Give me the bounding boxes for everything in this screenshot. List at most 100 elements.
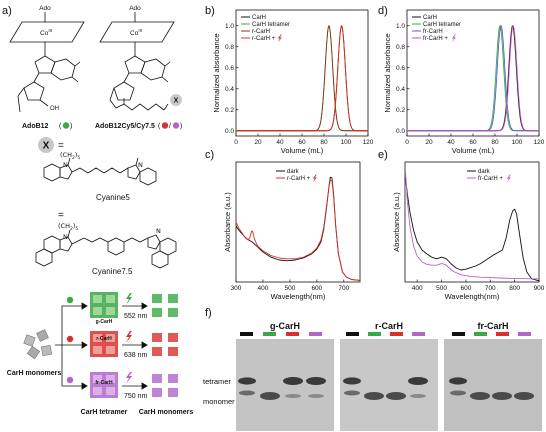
y-tick-label: 0.2 [225,107,234,114]
carh-monomers-out-label: CarH monomers [139,409,194,416]
x-tick-label: 400 [412,285,423,292]
gel-panel-f: g-CarH r-CarH fr-CarH tetramer monomer [203,321,542,431]
legend-label: fr-CarH + [478,176,503,182]
x-tick-label: 100 [341,139,352,146]
band [308,394,324,398]
x-tick-label: 700 [485,285,496,292]
x-tick-label: 80 [491,139,499,146]
band [239,390,255,396]
bolt-icon [312,174,317,183]
scheme-dot-purple [66,376,74,384]
bolt-green-icon [126,293,132,305]
green-dot [62,122,70,129]
adob12-structure [9,12,85,113]
chart-c: 300 400 500 600 700 Wavelength(nm) Absorbance … [223,161,361,301]
x-tick-label: 60 [469,139,477,146]
y-axis-label: Normalized absorbance [383,33,392,112]
panel-label-b: b) [205,5,215,17]
r-carh-tag: r-CarH [96,336,112,342]
x-tick-label: 300 [231,285,242,292]
ado-label-1: Ado [39,5,51,12]
y-tick-label: 0.6 [225,65,234,72]
y-tick-label: 0.0 [396,128,405,135]
band [283,377,303,385]
cyanine5-n: N [138,161,143,169]
adob12cy-paren-close: ) [180,123,182,130]
x-tick-label: 500 [436,285,447,292]
x-label-small: X [174,98,179,105]
lane-bars-r [346,332,425,336]
gel-fr [444,339,542,431]
co-label-1: CoIII [40,28,52,37]
y-tick-label: 0.8 [225,44,234,51]
carh-monomers-label: CarH monomers [7,370,62,377]
legend-label: fr-CarH [423,29,443,35]
purple-monomers [152,374,178,397]
red-dot [161,122,169,129]
panel-label-e: e) [378,149,388,161]
x-tick-label: 600 [460,285,471,292]
adob12cy-label: AdoB12Cy5/Cy7.5 [95,123,155,130]
band [450,390,466,396]
x-tick-label: 0 [234,139,238,146]
band [408,377,428,385]
x-tick-label: 700 [338,285,349,292]
band [306,377,326,385]
band [492,392,512,400]
panel-label-c: c) [205,149,214,161]
bolt-red-icon [126,331,132,343]
y-axis-label: Absorbance (a.u.) [392,192,401,252]
x-tick-label: 100 [512,139,523,146]
ribose-ring [23,81,45,101]
cyanine75-n: N [156,227,161,235]
gel-g [236,339,334,431]
fr-carh-tag: fr-CarH [95,380,113,386]
legend-label: fr-CarH + [423,36,448,42]
legend-label: dark [287,169,300,175]
series-line [235,179,361,281]
x-label-large: X [43,141,50,152]
imidazole-ring [34,55,56,74]
x-tick-label: 20 [254,139,262,146]
x-tick-label: 120 [534,139,545,146]
band [343,377,361,385]
series-line [235,176,361,281]
y-tick-label: 0.8 [396,44,405,51]
legend-label: CarH tetramer [423,22,461,28]
x-tick-label: 400 [258,285,269,292]
adob12cy-slash: / [169,123,171,130]
x-tick-label: 900 [534,285,545,292]
co-label-2: CoIII [130,28,142,37]
y-tick-label: 0.2 [396,107,405,114]
x-tick-label: 40 [276,139,284,146]
fr-carh-tetramer [90,372,118,398]
band [410,394,426,398]
x-tick-label: 0 [405,139,409,146]
x-tick-label: 60 [298,139,306,146]
adob12cy-structure [99,12,175,111]
red-monomers [152,333,178,356]
y-tick-label: 1.0 [396,23,405,30]
cyanine75-chain: (CH2)5 [58,222,78,232]
adob12cy-paren-open: ( [158,123,161,130]
green-monomers [152,294,178,317]
series-line [405,171,539,280]
y-tick-label: 0.0 [225,128,234,135]
x-tick-label: 80 [320,139,328,146]
bolt-purple-icon [126,372,132,384]
x-tick-label: 120 [363,139,374,146]
x-tick-label: 600 [311,285,322,292]
monomer-label: monomer [203,397,235,406]
cyanine5-chain: (CH2)5 [60,151,80,161]
band [449,377,467,385]
cyanine75-label: Cyanine7.5 [92,267,133,276]
r-carh-tetramer [90,331,118,357]
cyanine5-n-plus: N [63,161,68,169]
series-line [405,177,540,282]
y-axis-label: Normalized absorbance [212,33,221,112]
cyanine5-structure [43,157,157,186]
gel-title-r: r-CarH [375,321,403,331]
wavelength-638: 638 nm [124,352,148,359]
adob12-paren-open: ( [59,123,62,130]
band [344,390,360,396]
